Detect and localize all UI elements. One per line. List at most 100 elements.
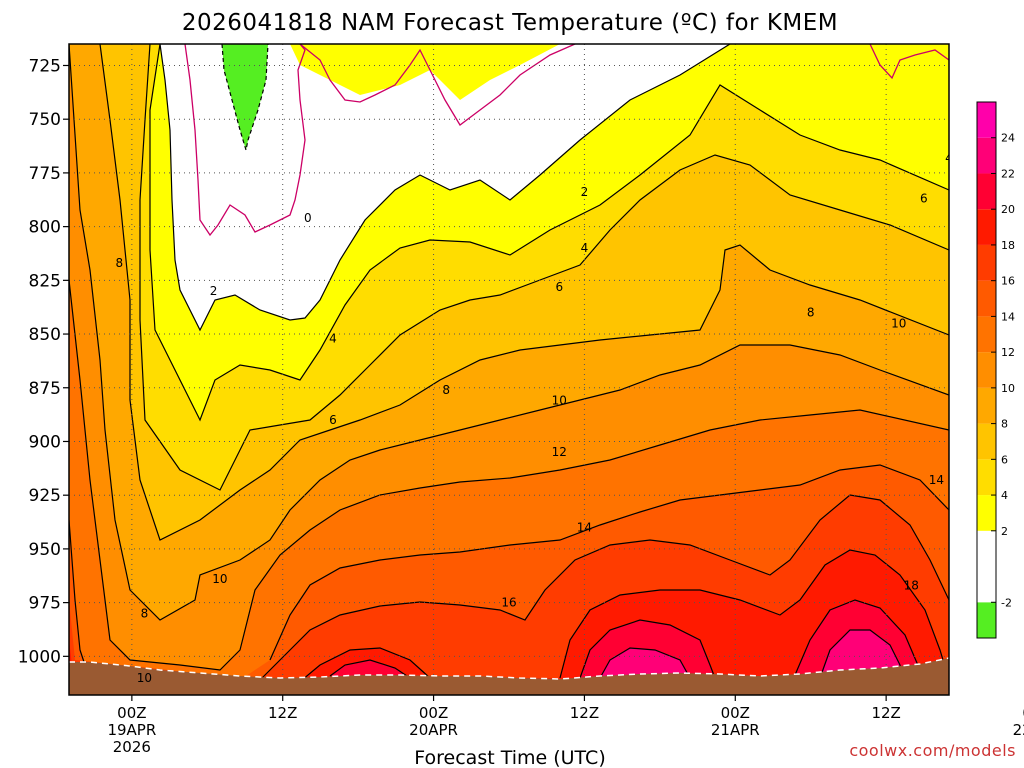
contour-label: 14 bbox=[929, 473, 944, 487]
contour-line-2 bbox=[159, 44, 731, 332]
x-tick-label: 12Z bbox=[871, 704, 900, 722]
contour-label: 8 bbox=[442, 383, 450, 397]
contour-line-8 bbox=[99, 44, 949, 541]
contour-line-14 bbox=[69, 464, 949, 666]
zero-line-right bbox=[869, 44, 949, 80]
y-tick-label: 825 bbox=[29, 271, 61, 291]
ground bbox=[69, 658, 949, 695]
band-20 bbox=[330, 600, 920, 678]
contour-label: 8 bbox=[141, 606, 149, 620]
colorbar-label: 20 bbox=[1001, 203, 1015, 216]
zero-degree-line bbox=[184, 44, 949, 237]
y-tick-label: 800 bbox=[29, 218, 61, 238]
y-tick-label: 850 bbox=[29, 325, 61, 345]
contour-line-12 bbox=[69, 279, 949, 671]
colorbar-bin bbox=[977, 244, 996, 281]
contour-line-minus-2 bbox=[221, 44, 269, 151]
contour-label: 2 bbox=[983, 89, 991, 103]
x-tick-label: 00Z bbox=[721, 704, 750, 722]
contour-label: 18 bbox=[904, 578, 919, 592]
x-tick-label: 00Z bbox=[117, 704, 146, 722]
colorbar-bin bbox=[977, 423, 996, 460]
colorbar-bin bbox=[977, 173, 996, 210]
y-tick-label: 900 bbox=[29, 432, 61, 452]
x-tick-label: 21APR bbox=[711, 721, 760, 739]
colorbar-bin bbox=[977, 209, 996, 245]
x-axis: 00Z19APR202612Z00Z20APR12Z00Z21APR12Z00Z… bbox=[107, 695, 1024, 756]
contour-label: 14 bbox=[577, 520, 592, 534]
y-tick-label: 725 bbox=[29, 56, 61, 76]
ground-edge bbox=[69, 657, 949, 680]
y-tick-label: 1000 bbox=[18, 647, 61, 667]
contour-label: 4 bbox=[581, 241, 589, 255]
y-axis: 725 750 775 800 825 850 875 900 925 950 975 1000 bbox=[18, 56, 69, 667]
contour-label: 2 bbox=[581, 185, 589, 199]
contour-line-6 bbox=[139, 44, 949, 491]
band-minus-2 bbox=[222, 44, 268, 150]
colorbar-bin bbox=[977, 495, 996, 531]
zero-line-middle bbox=[299, 44, 576, 126]
x-axis-label: Forecast Time (UTC) bbox=[414, 747, 605, 768]
zero-line-left bbox=[184, 44, 306, 237]
colorbar-label: 18 bbox=[1001, 239, 1015, 252]
grid-lines bbox=[69, 44, 949, 695]
contour-label: 4 bbox=[329, 331, 337, 345]
colorbar-label: -2 bbox=[1001, 596, 1012, 609]
contour-line-22 bbox=[599, 629, 903, 679]
x-tick-label: 20APR bbox=[409, 721, 458, 739]
contour-label: 10 bbox=[212, 572, 227, 586]
colorbar-label: 4 bbox=[1001, 489, 1008, 502]
contour-line-10 bbox=[69, 44, 949, 621]
colorbar-bin bbox=[977, 102, 996, 138]
contour-label: 8 bbox=[958, 267, 966, 281]
contour-lines bbox=[69, 44, 949, 691]
contour-label: 10 bbox=[891, 316, 906, 330]
contour-line-18 bbox=[289, 549, 949, 691]
contour-label: 16 bbox=[501, 596, 516, 610]
colorbar-bin bbox=[977, 280, 996, 317]
band-18 bbox=[69, 550, 949, 695]
colorbar-label: 2 bbox=[1001, 525, 1008, 538]
x-tick-label: 22APR bbox=[1013, 721, 1024, 739]
contour-label: 10 bbox=[552, 394, 567, 408]
colorbar-bin bbox=[977, 352, 996, 388]
contour-label: 8 bbox=[115, 256, 123, 270]
colorbar-label: 22 bbox=[1001, 167, 1015, 180]
contour-label: 8 bbox=[807, 306, 815, 320]
colorbar-label: 12 bbox=[1001, 346, 1015, 359]
y-tick-label: 950 bbox=[29, 540, 61, 560]
colorbar-bin bbox=[977, 530, 996, 603]
colorbar-label: 16 bbox=[1001, 275, 1015, 288]
plot-frame bbox=[68, 43, 950, 696]
x-tick-label: 12Z bbox=[268, 704, 297, 722]
colorbar-label: 14 bbox=[1001, 310, 1015, 323]
colorbar-label: 10 bbox=[1001, 382, 1015, 395]
x-tick-label: 00Z bbox=[419, 704, 448, 722]
colorbar-label: 6 bbox=[1001, 453, 1008, 466]
colorbar-bin bbox=[977, 387, 996, 424]
y-tick-label: 750 bbox=[29, 110, 61, 130]
colorbar-label: 24 bbox=[1001, 132, 1015, 145]
contour-label: 6 bbox=[329, 413, 337, 427]
y-tick-label: 975 bbox=[29, 594, 61, 614]
contour-label: 6 bbox=[555, 280, 563, 294]
contour-line-4 bbox=[149, 44, 949, 422]
contour-line-16 bbox=[259, 494, 949, 681]
contour-label: 0 bbox=[304, 211, 312, 225]
x-tick-label: 00Z bbox=[1022, 704, 1024, 722]
colorbar-bin bbox=[977, 459, 996, 496]
temperature-fill bbox=[69, 44, 949, 695]
colorbar-bin bbox=[977, 137, 996, 174]
contour-label: 2 bbox=[210, 284, 218, 298]
colorbar-frame bbox=[976, 101, 997, 639]
contour-label: 6 bbox=[920, 192, 928, 206]
band-22 bbox=[600, 630, 902, 678]
x-tick-label: 19APR bbox=[107, 721, 156, 739]
y-tick-label: 875 bbox=[29, 379, 61, 399]
colorbar-bin bbox=[977, 316, 996, 353]
colorbar-label: 8 bbox=[1001, 418, 1008, 431]
colorbar-bin bbox=[977, 602, 996, 638]
